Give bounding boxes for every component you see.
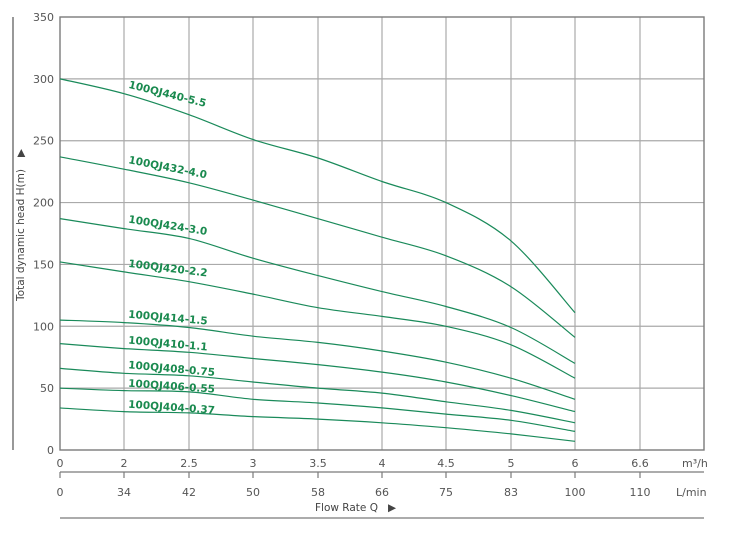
x-tick-primary: 6: [572, 457, 579, 470]
x-tick-secondary: 42: [182, 486, 196, 499]
y-tick-label: 200: [33, 197, 54, 210]
curve-label: 100QJ408-0.75: [128, 359, 216, 379]
x-tick-secondary: 100: [565, 486, 586, 499]
x-tick-primary: 3.5: [309, 457, 327, 470]
x-tick-primary: 2: [121, 457, 128, 470]
x-tick-primary: 4.5: [437, 457, 455, 470]
y-axis-ticks: 0 50 100 150 200 250 300 350: [33, 11, 54, 457]
pump-curve: [59, 319, 576, 400]
x-tick-primary: 6.6: [631, 457, 649, 470]
curve-label: 100QJ406-0.55: [128, 378, 216, 396]
x-tick-secondary: 75: [439, 486, 453, 499]
unit-m3h: m³/h: [682, 457, 708, 470]
unit-lmin: L/min: [676, 486, 707, 499]
x-tick-secondary: 110: [630, 486, 651, 499]
arrow-right-icon: ▶: [388, 502, 397, 514]
curve-label: 100QJ420-2.2: [128, 258, 209, 280]
y-tick-label: 100: [33, 320, 54, 333]
arrow-up-icon: ▶: [15, 148, 27, 157]
y-axis-title: Total dynamic head H(m): [15, 169, 27, 302]
pump-curve: [59, 343, 576, 413]
pump-curve: [59, 156, 576, 338]
pump-curve: [59, 367, 576, 424]
curve-label: 100QJ440-5.5: [127, 79, 207, 110]
plot-frame: [59, 16, 705, 451]
y-tick-label: 300: [33, 73, 54, 86]
x-axis-title: Flow Rate Q: [315, 502, 378, 514]
y-axis-title-group: Total dynamic head H(m) ▶: [15, 148, 27, 302]
x-tick-primary: 3: [250, 457, 257, 470]
y-tick-label: 150: [33, 258, 54, 271]
grid: [59, 16, 705, 451]
x-tick-secondary: 83: [504, 486, 518, 499]
curve-label: 100QJ404-0.37: [128, 399, 216, 417]
curve-label: 100QJ432-4.0: [127, 154, 207, 181]
x-tick-secondary: 0: [57, 486, 64, 499]
x-tick-primary: 4: [379, 457, 386, 470]
curve-labels: 100QJ440-5.5100QJ432-4.0100QJ424-3.0100Q…: [127, 79, 215, 417]
x-tick-secondary: 50: [246, 486, 260, 499]
y-tick-label: 50: [40, 382, 54, 395]
curve-label: 100QJ414-1.5: [128, 309, 208, 328]
y-tick-label: 350: [33, 11, 54, 24]
pump-curves: [59, 78, 576, 442]
pump-curve: [59, 78, 576, 314]
x-tick-primary: 2.5: [180, 457, 198, 470]
y-tick-label: 250: [33, 135, 54, 148]
pump-curve: [59, 218, 576, 364]
pump-curve: [59, 407, 576, 442]
x-axis-ticks: 0 0 2 34 2.5 42 3 50 3.5 58 4 66 4.5 75 5 83 6 100 6.6 110: [57, 457, 651, 499]
x-tick-secondary: 34: [117, 486, 131, 499]
pump-curve: [59, 387, 576, 432]
pump-curve: [59, 261, 576, 379]
x-tick-secondary: 66: [375, 486, 389, 499]
x-tick-primary: 5: [508, 457, 515, 470]
y-tick-label: 0: [47, 444, 54, 457]
x-tick-secondary: 58: [311, 486, 325, 499]
x-tick-primary: 0: [57, 457, 64, 470]
